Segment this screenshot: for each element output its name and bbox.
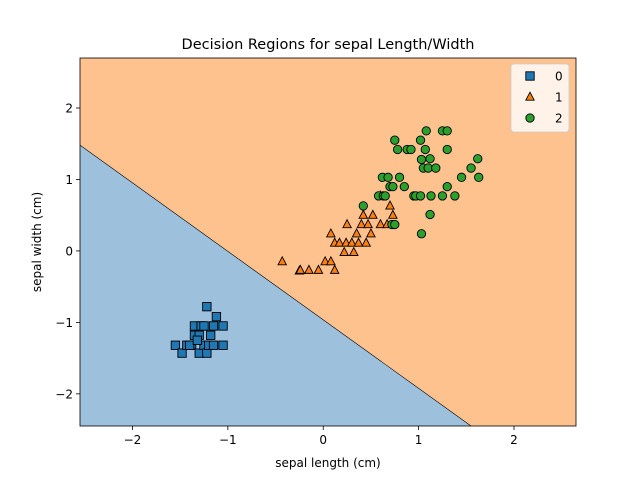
legend-marker-2 <box>525 113 535 123</box>
point-class-1 <box>329 264 340 274</box>
data-points <box>170 126 484 358</box>
point-class-2 <box>390 135 400 145</box>
point-class-0 <box>170 340 181 350</box>
legend-marker-0 <box>525 71 535 81</box>
point-class-2 <box>399 181 409 192</box>
point-class-0 <box>208 321 219 331</box>
point-class-1 <box>277 255 288 266</box>
y-tick-label: 1 <box>65 173 73 187</box>
point-class-1 <box>346 237 357 247</box>
plot-frame <box>79 57 577 427</box>
point-class-2 <box>388 181 398 192</box>
legend-label-2: 2 <box>555 112 563 126</box>
chart-title: Decision Regions for sepal Length/Width <box>182 37 475 53</box>
point-class-1 <box>342 218 353 229</box>
x-tick-label: −1 <box>219 433 237 447</box>
point-class-1 <box>295 264 306 274</box>
point-class-1 <box>353 237 364 247</box>
x-tick-label: 1 <box>415 433 423 447</box>
point-class-0 <box>202 348 212 358</box>
point-class-2 <box>425 154 435 164</box>
point-class-1 <box>339 246 350 256</box>
x-axis-ticks: −2 −1 0 1 2 <box>124 426 518 447</box>
point-class-2 <box>392 144 403 155</box>
point-class-1 <box>385 200 395 210</box>
legend: 0 1 2 <box>510 63 570 133</box>
point-class-0 <box>218 321 228 331</box>
x-axis-label: sepal length (cm) <box>275 456 380 470</box>
point-class-2 <box>415 191 426 201</box>
point-class-2 <box>456 172 467 182</box>
y-tick-label: 2 <box>65 102 73 116</box>
y-tick-label: −2 <box>55 387 73 401</box>
point-class-2 <box>380 191 390 201</box>
point-class-0 <box>192 335 202 345</box>
point-class-0 <box>199 321 209 331</box>
point-class-2 <box>437 191 448 201</box>
point-class-2 <box>442 181 452 192</box>
point-class-2 <box>358 201 368 211</box>
point-class-0 <box>177 348 187 358</box>
point-class-0 <box>194 348 204 358</box>
point-class-1 <box>334 237 345 247</box>
legend-label-1: 1 <box>555 91 563 105</box>
point-class-2 <box>406 144 416 155</box>
point-class-1 <box>325 227 336 238</box>
point-class-1 <box>351 227 362 238</box>
y-axis-label: sepal width (cm) <box>30 192 44 292</box>
point-class-2 <box>474 172 484 182</box>
point-class-2 <box>431 163 441 173</box>
x-tick-label: 0 <box>319 433 327 447</box>
point-class-2 <box>423 163 433 173</box>
x-tick-label: −2 <box>124 433 142 447</box>
point-class-1 <box>303 264 314 274</box>
point-class-1 <box>387 209 398 219</box>
point-class-2 <box>466 163 476 173</box>
point-class-1 <box>325 255 336 266</box>
point-class-2 <box>426 191 436 201</box>
point-class-2 <box>442 126 452 136</box>
point-class-1 <box>375 218 386 229</box>
point-class-2 <box>383 172 393 182</box>
point-class-2 <box>425 209 435 220</box>
point-class-2 <box>442 144 452 155</box>
point-class-1 <box>358 209 369 219</box>
legend-frame <box>510 63 570 133</box>
plot-area <box>80 58 576 426</box>
y-axis-ticks: −2 −1 0 1 2 <box>55 102 80 401</box>
y-tick-label: −1 <box>55 316 73 330</box>
point-class-2 <box>416 229 427 239</box>
point-class-1 <box>348 246 359 256</box>
point-class-1 <box>365 227 376 238</box>
point-class-2 <box>450 191 460 201</box>
point-class-1 <box>361 237 372 247</box>
point-class-0 <box>211 312 222 322</box>
decision-boundary-line <box>80 144 472 426</box>
point-class-2 <box>473 154 483 164</box>
point-class-1 <box>356 218 367 229</box>
point-class-2 <box>420 144 430 155</box>
point-class-1 <box>313 264 324 274</box>
point-class-1 <box>363 218 374 229</box>
point-class-0 <box>206 330 216 340</box>
region-class-1 <box>80 58 576 426</box>
legend-label-0: 0 <box>555 70 563 84</box>
point-class-2 <box>421 126 431 136</box>
point-class-2 <box>416 154 427 165</box>
point-class-0 <box>202 302 212 312</box>
point-class-2 <box>394 172 405 182</box>
point-class-0 <box>185 340 195 350</box>
legend-marker-1 <box>525 91 535 101</box>
point-class-2 <box>415 135 426 145</box>
point-class-0 <box>218 340 228 350</box>
point-class-2 <box>390 219 400 230</box>
y-tick-label: 0 <box>65 244 73 258</box>
x-tick-label: 2 <box>510 433 518 447</box>
point-class-1 <box>367 209 378 219</box>
point-class-0 <box>208 340 219 350</box>
